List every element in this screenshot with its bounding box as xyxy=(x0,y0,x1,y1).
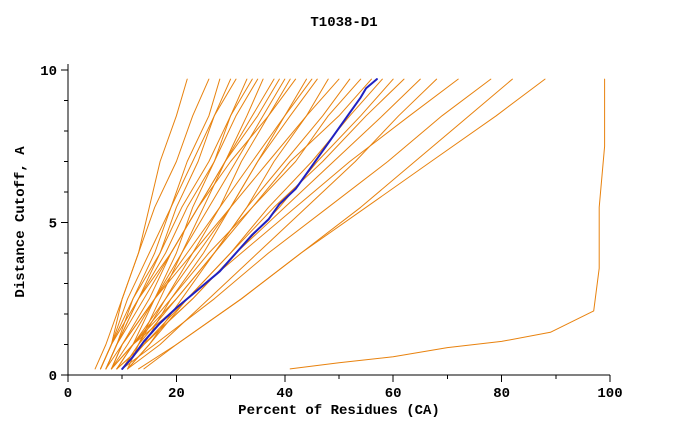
model-curve xyxy=(121,78,264,370)
chart-title: T1038-D1 xyxy=(310,15,377,31)
model-curve xyxy=(100,78,188,370)
model-curve xyxy=(121,78,492,370)
model-curve xyxy=(110,78,286,370)
model-curve xyxy=(289,78,606,370)
x-axis-label: Percent of Residues (CA) xyxy=(238,403,440,419)
y-tick-label: 5 xyxy=(49,217,57,233)
model-curve xyxy=(121,78,405,370)
model-curve xyxy=(116,78,421,370)
model-curve xyxy=(105,78,340,370)
plot-area: 0 20 40 60 80 100 0 5 10 xyxy=(40,64,623,402)
y-axis-label: Distance Cutoff, A xyxy=(13,146,29,298)
model-curve xyxy=(138,78,513,370)
model-curve xyxy=(116,78,372,370)
y-tick-label: 0 xyxy=(49,369,57,385)
reference-curve xyxy=(121,78,378,370)
model-curve xyxy=(116,78,318,370)
x-tick-label: 80 xyxy=(493,386,510,402)
model-curve xyxy=(94,78,210,370)
model-curve xyxy=(100,78,237,370)
x-tick-label: 20 xyxy=(168,386,185,402)
model-curve xyxy=(105,78,221,370)
model-curve xyxy=(110,78,362,370)
model-curve xyxy=(105,78,259,370)
model-curve xyxy=(127,78,383,370)
model-curve xyxy=(105,78,232,370)
model-curve xyxy=(110,78,459,370)
y-tick-label: 10 xyxy=(40,64,57,80)
model-curve xyxy=(127,78,438,370)
model-curve xyxy=(143,78,546,370)
model-curve xyxy=(100,78,253,370)
x-tick-label: 40 xyxy=(276,386,293,402)
model-curve xyxy=(100,78,297,370)
x-tick-label: 60 xyxy=(385,386,402,402)
axis-lines xyxy=(67,64,610,376)
model-curve xyxy=(127,78,291,370)
x-tick-label: 0 xyxy=(64,386,72,402)
x-tick-label: 100 xyxy=(597,386,622,402)
